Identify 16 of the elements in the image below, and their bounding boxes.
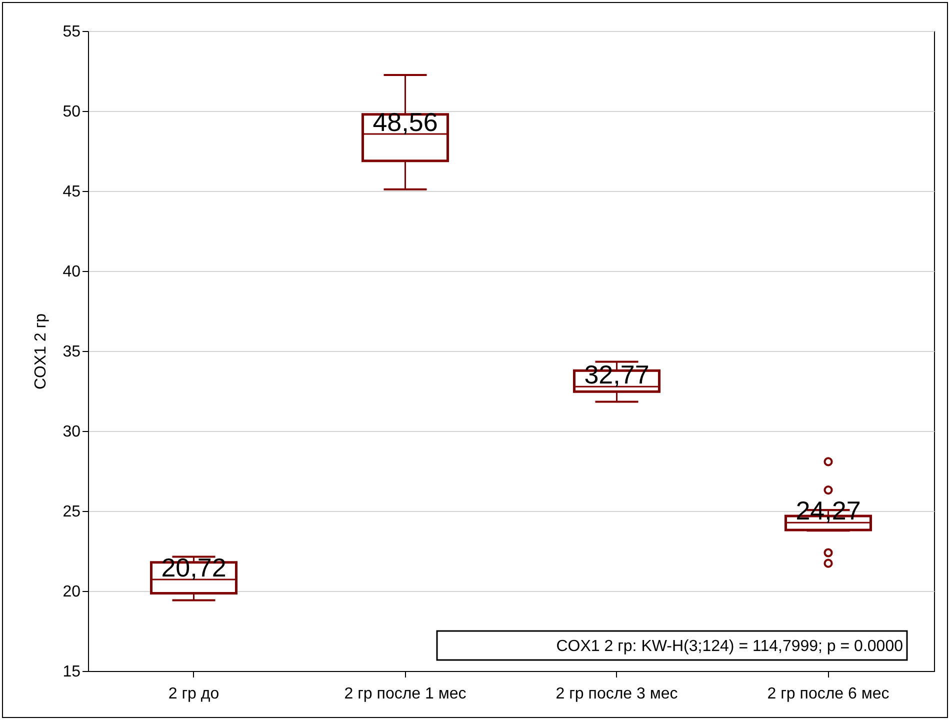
- y-tick-label: 40: [62, 264, 81, 280]
- y-tick-label: 30: [62, 424, 81, 440]
- x-tick-label: 2 гр после 3 мес: [556, 686, 678, 702]
- y-tick-label: 35: [62, 344, 81, 360]
- x-tick-label: 2 гр до: [168, 686, 220, 702]
- x-tick-label: 2 гр после 6 мес: [767, 686, 890, 702]
- y-tick-label: 25: [62, 504, 81, 520]
- y-tick-label: 45: [62, 184, 81, 200]
- y-axis-title: COX1 2 гр: [32, 313, 50, 390]
- y-tick-label: 20: [62, 584, 81, 600]
- annotation: COX1 2 гр: KW-H(3;124) = 114,7999; p = 0.0000: [556, 638, 904, 655]
- x-tick-label: 2 гр после 1 мес: [344, 686, 466, 702]
- annotation: 48,56: [372, 107, 438, 138]
- y-tick-label: 50: [62, 104, 81, 120]
- y-tick-label: 15: [62, 664, 81, 680]
- y-tick-label: 55: [62, 24, 81, 40]
